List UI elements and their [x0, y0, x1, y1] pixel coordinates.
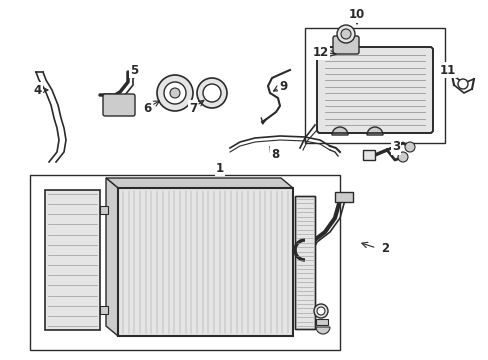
Bar — [294, 196, 314, 329]
Polygon shape — [106, 178, 118, 336]
Text: 6: 6 — [142, 102, 151, 114]
Bar — [305, 28, 444, 143]
Text: 9: 9 — [278, 80, 286, 93]
Bar — [334, 192, 352, 202]
Text: 4: 4 — [34, 84, 42, 96]
Wedge shape — [366, 127, 382, 135]
Circle shape — [197, 78, 226, 108]
Text: 10: 10 — [348, 9, 365, 22]
Circle shape — [457, 79, 467, 89]
Polygon shape — [106, 178, 292, 188]
Text: 5: 5 — [130, 63, 138, 77]
Text: 2: 2 — [380, 242, 388, 255]
Circle shape — [163, 82, 185, 104]
Circle shape — [170, 88, 180, 98]
Circle shape — [313, 304, 327, 318]
Circle shape — [316, 307, 325, 315]
Circle shape — [336, 25, 354, 43]
Circle shape — [397, 152, 407, 162]
Bar — [118, 188, 292, 336]
FancyBboxPatch shape — [332, 36, 358, 54]
Wedge shape — [331, 127, 347, 135]
Bar — [100, 306, 108, 314]
Bar — [100, 206, 108, 214]
Circle shape — [157, 75, 193, 111]
FancyBboxPatch shape — [103, 94, 135, 116]
Circle shape — [340, 29, 350, 39]
Circle shape — [203, 84, 221, 102]
Bar — [294, 196, 314, 329]
Wedge shape — [315, 327, 329, 334]
Text: 1: 1 — [216, 162, 224, 175]
Circle shape — [404, 142, 414, 152]
Text: 11: 11 — [439, 63, 455, 77]
Bar — [315, 319, 327, 325]
FancyBboxPatch shape — [316, 47, 432, 133]
Bar — [30, 175, 339, 350]
Text: 3: 3 — [391, 140, 399, 153]
Text: 7: 7 — [188, 102, 197, 114]
Bar — [118, 188, 292, 336]
Text: 12: 12 — [312, 45, 328, 58]
Bar — [362, 150, 374, 160]
Bar — [45, 190, 100, 330]
Text: 8: 8 — [270, 148, 279, 161]
